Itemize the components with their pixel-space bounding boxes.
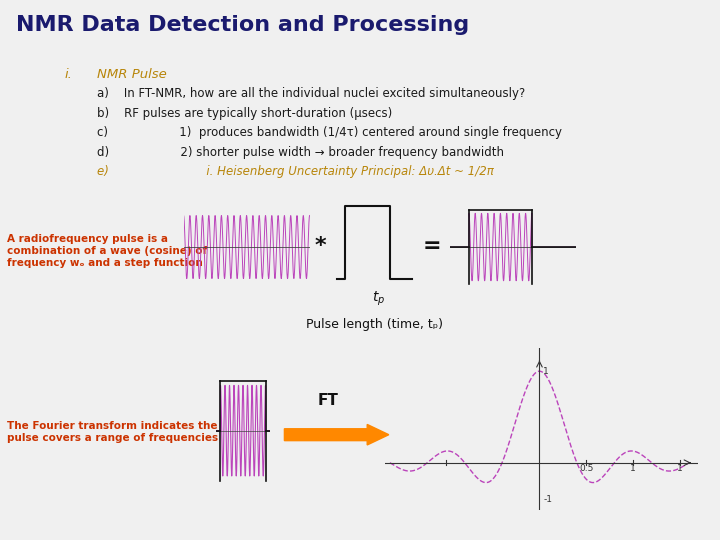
Text: 1: 1: [543, 367, 549, 376]
Text: e)                          i. Heisenberg Uncertainty Principal: Δυ.Δt ~ 1/2π: e) i. Heisenberg Uncertainty Principal: …: [97, 165, 494, 178]
Text: 1: 1: [630, 464, 636, 473]
Text: -1: -1: [543, 495, 552, 504]
Text: a)    In FT-NMR, how are all the individual nuclei excited simultaneously?: a) In FT-NMR, how are all the individual…: [97, 87, 526, 100]
Text: d)                   2) shorter pulse width → broader frequency bandwidth: d) 2) shorter pulse width → broader freq…: [97, 146, 504, 159]
Text: A radiofrequency pulse is a
combination of a wave (cosine) of
frequency wₒ and a: A radiofrequency pulse is a combination …: [7, 234, 207, 268]
Text: Pulse length (time, tₚ): Pulse length (time, tₚ): [306, 318, 443, 330]
Text: $t_p$: $t_p$: [372, 289, 385, 308]
Text: c)                   1)  produces bandwidth (1/4τ) centered around single freque: c) 1) produces bandwidth (1/4τ) centered…: [97, 126, 562, 139]
Text: *: *: [315, 235, 326, 256]
Text: 1: 1: [677, 464, 683, 473]
Text: NMR Pulse: NMR Pulse: [97, 68, 167, 80]
Text: b)    RF pulses are typically short-duration (μsecs): b) RF pulses are typically short-duratio…: [97, 107, 392, 120]
Text: =: =: [423, 235, 441, 256]
Text: The Fourier transform indicates the
pulse covers a range of frequencies: The Fourier transform indicates the puls…: [7, 421, 218, 443]
Text: i.: i.: [65, 68, 73, 80]
Text: 0.5: 0.5: [579, 464, 593, 473]
Text: NMR Data Detection and Processing: NMR Data Detection and Processing: [16, 15, 469, 35]
Text: FT: FT: [318, 393, 338, 408]
FancyArrow shape: [284, 424, 389, 445]
